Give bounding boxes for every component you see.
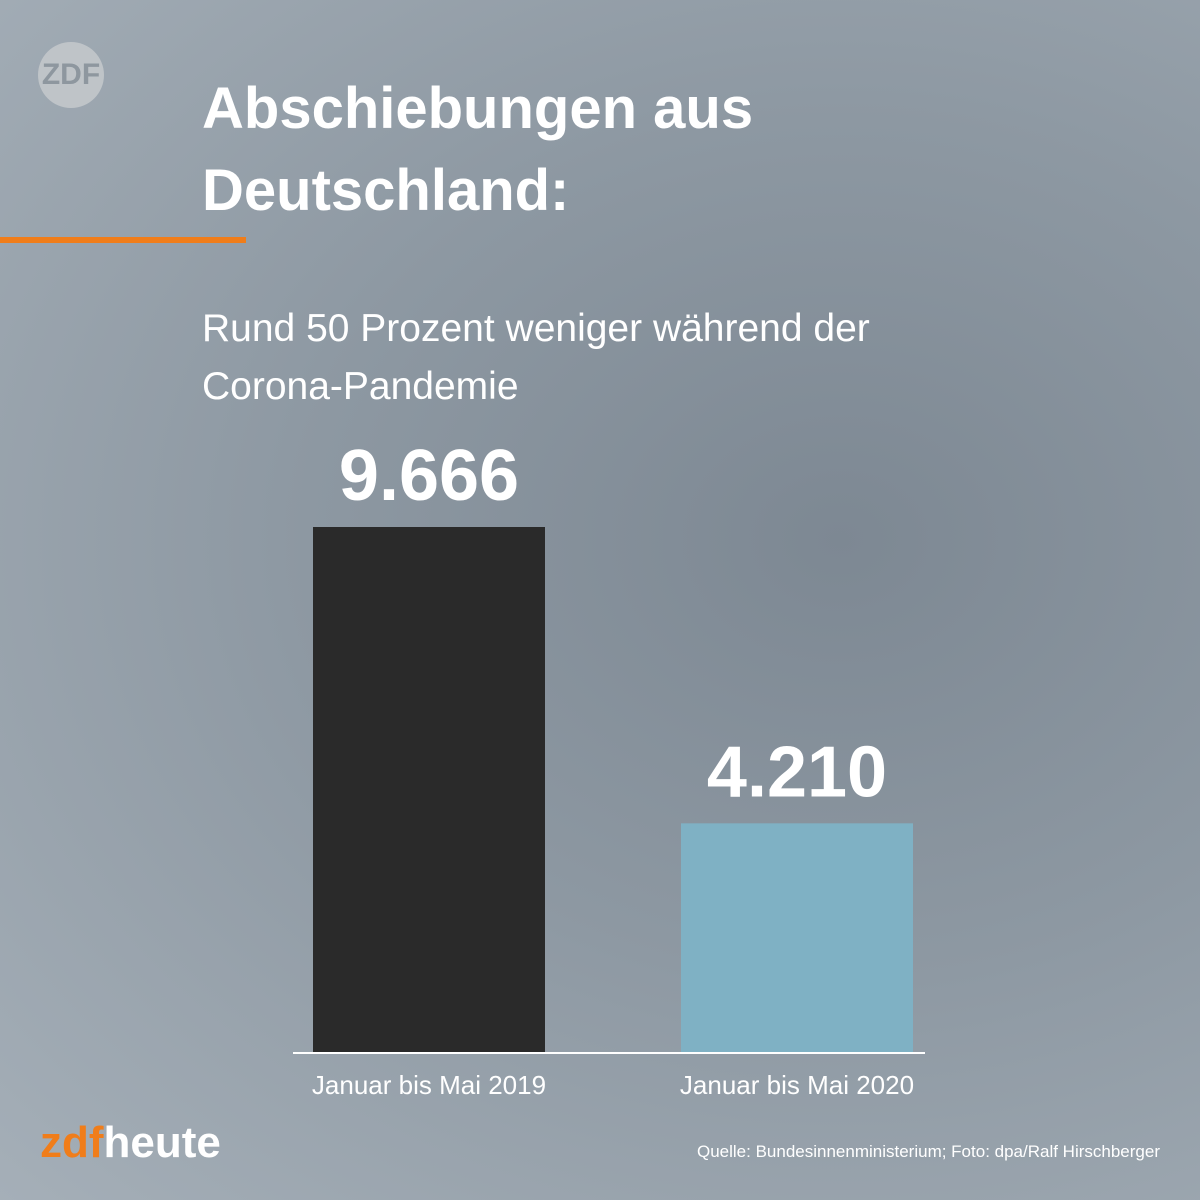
accent-rule	[0, 237, 246, 243]
x-tick-label: Januar bis Mai 2020	[680, 1070, 914, 1100]
brand-prefix: zdf	[40, 1118, 104, 1167]
brand-suffix: heute	[103, 1118, 221, 1167]
chart-title: Abschiebungen aus Deutschland:	[202, 76, 754, 223]
source: Quelle: Bundesinnenministerium; Foto: dp…	[696, 1142, 1160, 1161]
chart-subtitle: Rund 50 Prozent weniger während der Coro…	[202, 307, 870, 408]
logo: ZDF	[38, 42, 104, 108]
value-label: 4.210	[707, 732, 887, 812]
bar	[681, 823, 913, 1052]
x-tick-label: Januar bis Mai 2019	[312, 1070, 546, 1100]
value-label: 9.666	[339, 436, 519, 516]
bar	[313, 527, 545, 1052]
brand: zdfheute	[40, 1118, 221, 1168]
